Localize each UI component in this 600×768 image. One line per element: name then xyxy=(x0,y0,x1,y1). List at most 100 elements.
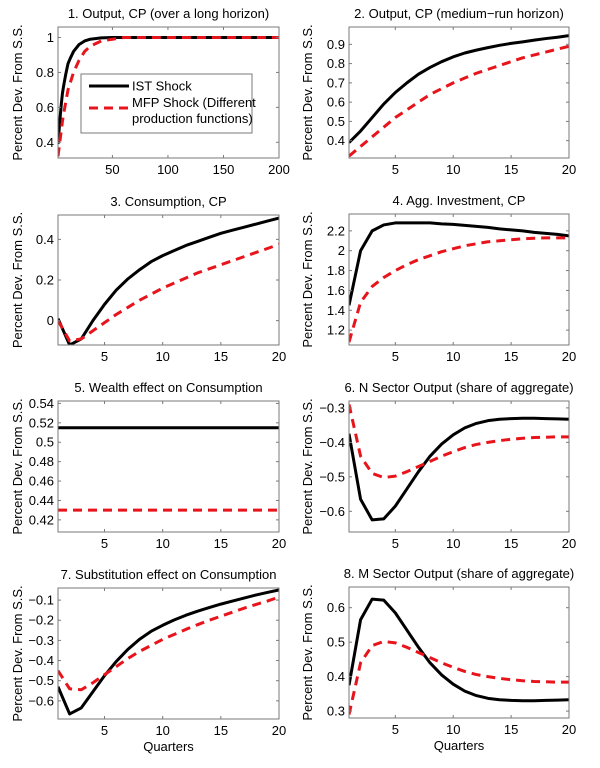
y-tick-label: −0.2 xyxy=(28,613,54,628)
y-tick-label: 0.6 xyxy=(327,95,345,110)
x-tick-label: 20 xyxy=(272,723,286,738)
y-tick-label: 0.7 xyxy=(327,75,345,90)
axes-frame xyxy=(348,586,570,719)
x-tick-label: 15 xyxy=(504,349,518,364)
x-tick-label: 5 xyxy=(101,723,108,738)
axes-frame xyxy=(348,213,570,346)
y-tick-label: 0.54 xyxy=(29,396,54,411)
panel-title: 3. Consumption, CP xyxy=(110,194,226,209)
y-tick-label: 0.5 xyxy=(327,114,345,129)
x-tick-label: 10 xyxy=(155,536,169,551)
x-tick-label: 15 xyxy=(214,349,228,364)
x-tick-label: 100 xyxy=(157,162,179,177)
x-tick-label: 20 xyxy=(562,162,576,177)
y-tick-label: 0.4 xyxy=(36,135,54,150)
plot-area xyxy=(349,401,569,532)
y-axis-label: Percent Dev. From S.S. xyxy=(10,24,25,160)
x-tick-label: 5 xyxy=(392,349,399,364)
x-tick-label: 15 xyxy=(504,536,518,551)
y-tick-label: −0.6 xyxy=(319,504,345,519)
y-tick-label: −0.4 xyxy=(319,435,345,450)
y-tick-label: 0.4 xyxy=(36,232,54,247)
x-axis-label: Quarters xyxy=(434,738,485,753)
series-ist-shock-line xyxy=(58,588,279,716)
x-tick-label: 15 xyxy=(214,536,228,551)
x-tick-label: 20 xyxy=(562,536,576,551)
x-tick-label: 5 xyxy=(101,536,108,551)
series-mfp-shock-line xyxy=(58,595,279,692)
y-tick-label: 0.4 xyxy=(327,669,345,684)
series-mfp-shock-line xyxy=(349,639,569,715)
panel-7: 5 10 15 20 −0.6 −0.5 −0.4 −0.3 −0.2 −0.1 7. Substi… xyxy=(10,567,286,754)
y-tick-label: 0.3 xyxy=(327,704,345,719)
y-tick-label: 0.46 xyxy=(29,474,54,489)
series-ist-shock-line xyxy=(349,221,569,306)
x-tick-label: 20 xyxy=(562,349,576,364)
axes-frame xyxy=(348,400,570,533)
panel-1: 50 100 150 200 0.4 0.6 0.8 1 1. Output, CP (over… xyxy=(10,6,290,177)
axes-frame xyxy=(57,400,280,533)
y-tick-label: 0.6 xyxy=(327,600,345,615)
y-tick-label: 1.8 xyxy=(327,263,345,278)
y-tick-label: −0.6 xyxy=(28,693,54,708)
y-tick-label: 0.6 xyxy=(36,100,54,115)
series-ist-shock-line xyxy=(58,216,279,345)
y-axis-label: Percent Dev. From S.S. xyxy=(10,212,25,348)
plot-area xyxy=(58,401,279,532)
y-tick-label: 0.42 xyxy=(29,512,54,527)
y-axis-label: Percent Dev. From S.S. xyxy=(300,211,315,347)
plot-area xyxy=(349,214,569,345)
y-axis-label: Percent Dev. From S.S. xyxy=(300,398,315,534)
axes-frame xyxy=(57,26,280,159)
x-tick-label: 10 xyxy=(446,162,460,177)
series-mfp-shock-line xyxy=(349,404,569,480)
panel-title: 4. Agg. Investment, CP xyxy=(393,193,526,208)
y-tick-label: −0.4 xyxy=(28,653,54,668)
x-tick-label: 5 xyxy=(392,536,399,551)
x-tick-label: 15 xyxy=(214,723,228,738)
y-tick-label: −0.1 xyxy=(28,593,54,608)
x-tick-label: 200 xyxy=(268,162,290,177)
y-tick-label: 2.2 xyxy=(327,223,345,238)
y-tick-label: 0.2 xyxy=(36,273,54,288)
y-tick-label: −0.3 xyxy=(319,400,345,415)
series-mfp-shock-line xyxy=(349,44,569,158)
x-tick-label: 15 xyxy=(504,722,518,737)
y-tick-label: 0 xyxy=(47,313,54,328)
y-axis-label: Percent Dev. From S.S. xyxy=(300,584,315,720)
x-tick-label: 150 xyxy=(213,162,235,177)
panel-title: 2. Output, CP (medium−run horizon) xyxy=(354,6,564,21)
panel-8: 5 10 15 20 0.3 0.4 0.5 0.6 8. M Sector Output (s… xyxy=(300,566,576,753)
y-tick-label: −0.5 xyxy=(28,673,54,688)
y-tick-label: 0.5 xyxy=(36,435,54,450)
y-tick-label: 0.44 xyxy=(29,493,54,508)
panel-6: 5 10 15 20 −0.6 −0.5 −0.4 −0.3 6. N Sector Outpu… xyxy=(300,380,576,551)
y-axis-label: Percent Dev. From S.S. xyxy=(10,585,25,721)
y-tick-label: 0.52 xyxy=(29,415,54,430)
y-tick-label: −0.5 xyxy=(319,469,345,484)
legend-label-ist-shock: IST Shock xyxy=(132,79,192,94)
x-tick-label: 20 xyxy=(272,536,286,551)
panel-title: 5. Wealth effect on Consumption xyxy=(74,380,262,395)
y-tick-label: 1.6 xyxy=(327,283,345,298)
x-tick-label: 10 xyxy=(446,349,460,364)
series-ist-shock-line xyxy=(349,597,569,703)
series-ist-shock-line xyxy=(349,34,569,144)
x-tick-label: 5 xyxy=(392,162,399,177)
y-tick-label: 1.4 xyxy=(327,303,345,318)
series-mfp-shock-line xyxy=(58,243,279,343)
plot-area xyxy=(349,587,569,718)
panel-title: 6. N Sector Output (share of aggregate) xyxy=(344,380,573,395)
y-tick-label: 0.4 xyxy=(327,133,345,148)
y-tick-label: 0.8 xyxy=(36,65,54,80)
y-tick-label: 0.5 xyxy=(327,635,345,650)
x-tick-label: 10 xyxy=(155,723,169,738)
x-tick-label: 5 xyxy=(101,349,108,364)
x-tick-label: 20 xyxy=(562,722,576,737)
panel-title: 8. M Sector Output (share of aggregate) xyxy=(344,566,575,581)
panel-5: 5 10 15 20 0.42 0.44 0.46 0.48 0.5 0.52 0.54 5. Wea… xyxy=(10,380,286,551)
y-tick-label: 0.9 xyxy=(327,37,345,52)
x-tick-label: 10 xyxy=(446,722,460,737)
